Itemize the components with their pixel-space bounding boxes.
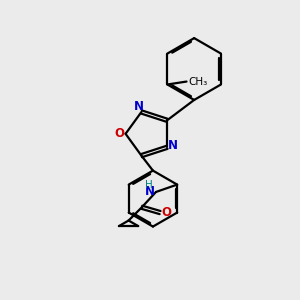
Text: O: O bbox=[162, 206, 172, 219]
Text: N: N bbox=[168, 139, 178, 152]
Text: H: H bbox=[145, 181, 152, 190]
Text: N: N bbox=[145, 185, 154, 198]
Text: N: N bbox=[134, 100, 144, 112]
Text: CH₃: CH₃ bbox=[189, 76, 208, 86]
Text: O: O bbox=[114, 127, 124, 140]
